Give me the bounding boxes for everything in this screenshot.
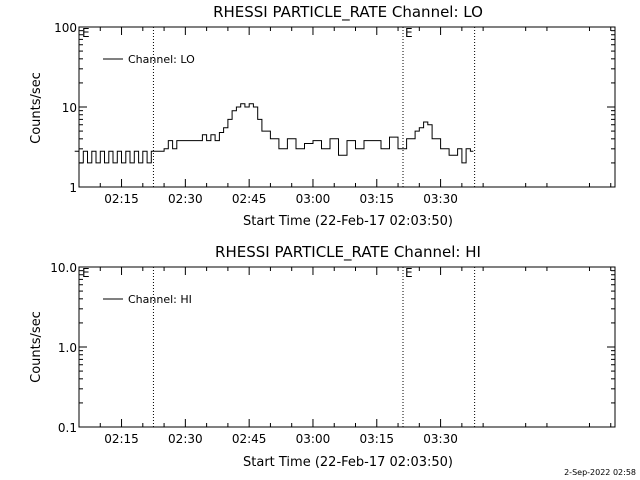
y-tick-label: 10.0 bbox=[50, 261, 77, 275]
x-tick-label: 03:00 bbox=[296, 192, 331, 206]
y-tick-label: 1 bbox=[69, 181, 77, 195]
x-tick-label: 03:30 bbox=[423, 192, 458, 206]
y-axis-title: Counts/sec bbox=[29, 311, 44, 383]
chart-title: RHESSI PARTICLE_RATE Channel: LO bbox=[213, 3, 483, 22]
y-axis-title: Counts/sec bbox=[29, 72, 44, 144]
plot-timestamp: 2-Sep-2022 02:58 bbox=[564, 468, 636, 477]
corner-label: E bbox=[82, 266, 90, 280]
series-group bbox=[74, 103, 474, 164]
x-tick-label: 02:15 bbox=[104, 432, 139, 446]
x-tick-label: 02:30 bbox=[168, 192, 203, 206]
chart-lo-channel: RHESSI PARTICLE_RATE Channel: LO Counts/… bbox=[29, 3, 616, 229]
x-tick-label: 02:45 bbox=[232, 432, 267, 446]
axis-ticks: 02:15 02:30 02:45 03:00 03:15 03:30 0.1 1.0 10.0 bbox=[50, 261, 615, 446]
x-axis-title: Start Time (22-Feb-17 02:03:50) bbox=[243, 214, 453, 229]
corner-label: E bbox=[82, 26, 90, 40]
y-tick-label: 0.1 bbox=[58, 421, 77, 435]
chart-hi-channel: RHESSI PARTICLE_RATE Channel: HI Counts/… bbox=[29, 243, 616, 470]
x-tick-label: 03:30 bbox=[423, 432, 458, 446]
y-tick-label: 100 bbox=[54, 21, 77, 35]
x-tick-label: 03:15 bbox=[359, 432, 394, 446]
event-marker-label: E bbox=[405, 266, 413, 280]
event-markers: E bbox=[152, 26, 476, 187]
x-tick-label: 02:30 bbox=[168, 432, 203, 446]
axis-ticks: 02:15 02:30 02:45 03:00 03:15 03:30 1 10 100 bbox=[54, 21, 615, 206]
y-tick-label: 1.0 bbox=[58, 341, 77, 355]
event-markers: E bbox=[152, 266, 476, 427]
plot-frame bbox=[78, 266, 616, 428]
x-axis-title: Start Time (22-Feb-17 02:03:50) bbox=[243, 455, 453, 470]
plot-frame bbox=[78, 26, 616, 188]
x-tick-label: 02:15 bbox=[104, 192, 139, 206]
x-tick-label: 02:45 bbox=[232, 192, 267, 206]
event-marker-label: E bbox=[405, 26, 413, 40]
x-tick-label: 03:15 bbox=[359, 192, 394, 206]
legend-label: Channel: HI bbox=[128, 293, 192, 306]
chart-title: RHESSI PARTICLE_RATE Channel: HI bbox=[215, 243, 481, 262]
x-tick-label: 03:00 bbox=[296, 432, 331, 446]
y-tick-label: 10 bbox=[62, 101, 77, 115]
series-line bbox=[74, 103, 474, 164]
legend-label: Channel: LO bbox=[128, 53, 195, 66]
